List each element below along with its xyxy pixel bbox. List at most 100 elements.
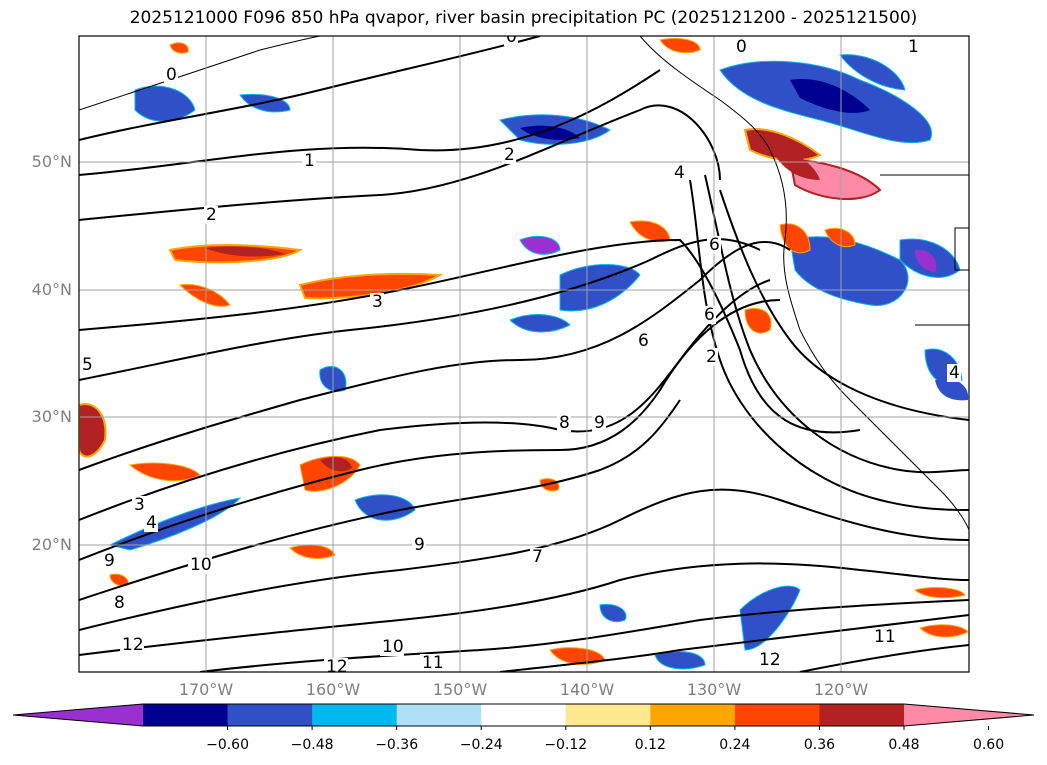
contour-label-bg [704, 348, 718, 366]
colorbar-tick-label: −0.48 [290, 737, 334, 753]
contour-label: 8 [559, 413, 570, 433]
colorbar-outline [12, 703, 1035, 727]
contour-label: 11 [874, 627, 896, 647]
contour-label-bg [592, 414, 606, 432]
colorbar-segment [227, 704, 313, 726]
colorbar-extend-high [904, 704, 1034, 726]
colorbar-tick-label: −0.12 [544, 737, 588, 753]
qvapor-contours [79, 36, 969, 672]
contour-label: 0 [166, 65, 177, 85]
contour-label: 12 [759, 650, 781, 670]
lon-label: 170°W [178, 680, 234, 699]
contour-label-bg [702, 306, 716, 324]
contour-label: 7 [532, 547, 543, 567]
lat-label: 40°N [31, 280, 72, 299]
contour-label-bg [504, 36, 518, 46]
map-frame [78, 35, 970, 673]
lat-label: 20°N [31, 535, 72, 554]
lon-label: 120°W [813, 680, 869, 699]
contour-label: 6 [638, 331, 649, 351]
lon-label: 130°W [686, 680, 742, 699]
colorbar-tick-label: −0.36 [375, 737, 419, 753]
contour-label: 9 [104, 551, 115, 571]
precip-shading [79, 37, 969, 670]
lat-label: 30°N [31, 407, 72, 426]
contour-label-bg [380, 638, 404, 656]
contour-label: 2 [706, 347, 717, 367]
figure-title: 2025121000 F096 850 hPa qvapor, river ba… [129, 8, 918, 28]
contour-label: 5 [82, 355, 93, 375]
colorbar-segment [143, 704, 229, 726]
colorbar [12, 703, 1035, 730]
contour-label: 10 [190, 555, 212, 575]
contour-label-bg [412, 536, 426, 554]
contour-label: 12 [122, 635, 144, 655]
contour-label: 3 [372, 292, 383, 312]
contour-label: 0 [506, 27, 517, 47]
contour-label-bg [502, 146, 516, 164]
contour-label-bg [324, 658, 348, 672]
lon-label: 160°W [305, 680, 361, 699]
graticule [79, 36, 969, 672]
contour-label-bg [672, 164, 686, 182]
colorbar-tick-label: 0.48 [888, 737, 920, 753]
contour-label-bg [947, 364, 961, 382]
colorbar-tick-label: 0.60 [972, 737, 1005, 753]
contour-label: 8 [114, 593, 125, 613]
contour-label-bg [132, 496, 146, 514]
contour-label: 3 [134, 495, 145, 515]
contour-label: 9 [594, 413, 605, 433]
colorbar-extend-low [13, 704, 143, 726]
contour-label-bg [872, 628, 896, 646]
contour-label-bg [112, 594, 126, 612]
contour-label: 4 [674, 163, 685, 183]
colorbar-segment [650, 704, 736, 726]
contour-label-bg [636, 332, 650, 350]
lat-label: 50°N [31, 152, 72, 171]
contour-label: 4 [949, 363, 960, 383]
colorbar-tick-label: −0.60 [206, 737, 249, 753]
contour-label: 2 [504, 145, 515, 165]
contour-label: 0 [736, 37, 747, 57]
contour-label-bg [557, 414, 571, 432]
contour-label-bg [707, 236, 721, 254]
contour-label: 10 [382, 637, 404, 657]
contour-label: 12 [326, 657, 348, 677]
colorbar-tick-label: 0.24 [719, 737, 751, 753]
contour-label-bg [302, 152, 316, 170]
colorbar-segment [565, 704, 651, 726]
contour-label-bg [144, 514, 158, 532]
contour-label-bg [80, 356, 94, 374]
contour-label-bg [120, 636, 144, 654]
contour-label-bg [370, 293, 384, 311]
contour-label-bg [530, 548, 544, 566]
contour-label: 1 [908, 37, 919, 57]
colorbar-segment [396, 704, 482, 726]
colorbar-segment [312, 704, 398, 726]
contour-label-bg [420, 654, 444, 672]
colorbar-tick-label: 0.36 [803, 737, 836, 753]
contour-label: 11 [422, 653, 444, 673]
colorbar-segment [481, 704, 567, 726]
colorbar-segment [819, 704, 905, 726]
contour-label-bg [204, 206, 218, 224]
contour-label: 9 [414, 535, 425, 555]
contour-label: 4 [146, 513, 157, 533]
contour-label-bg [164, 66, 178, 84]
colorbar-tick-label: −0.24 [459, 737, 503, 753]
contour-label: 6 [709, 235, 720, 255]
contour-label-bg [906, 38, 920, 56]
lon-label: 150°W [432, 680, 488, 699]
contour-label: 6 [704, 305, 715, 325]
contour-label: 2 [206, 205, 217, 225]
contour-label-bg [757, 651, 781, 669]
contour-label-bg [188, 556, 212, 574]
contour-label-bg [734, 38, 748, 56]
lon-label: 140°W [559, 680, 615, 699]
colorbar-segment [734, 704, 820, 726]
colorbar-tick-label: 0.12 [634, 737, 666, 753]
contour-label-bg [102, 552, 116, 570]
contour-label: 1 [304, 151, 315, 171]
